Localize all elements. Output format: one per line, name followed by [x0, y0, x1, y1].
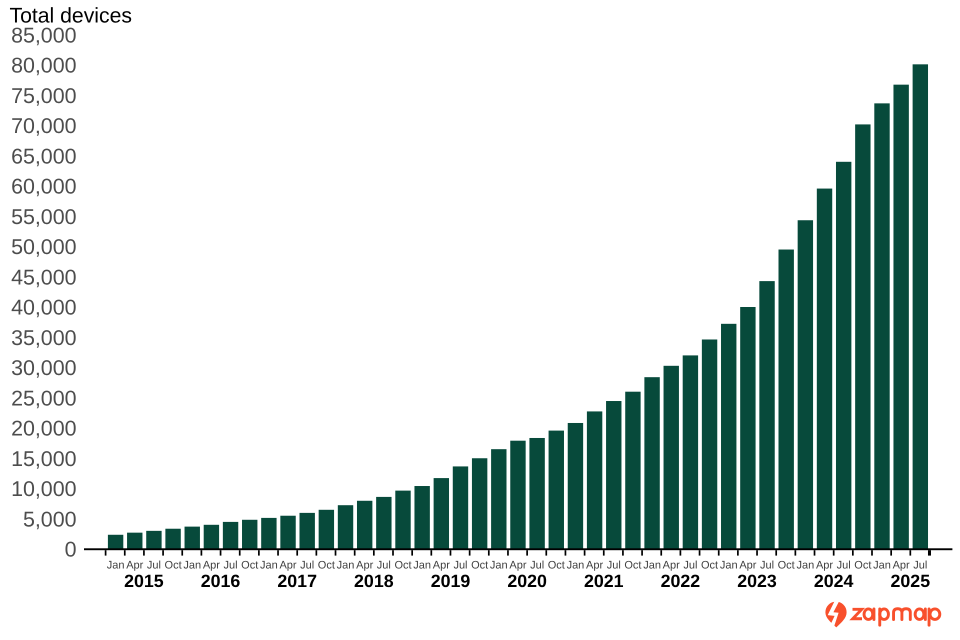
svg-text:Jan: Jan [337, 560, 355, 572]
svg-text:2017: 2017 [277, 571, 317, 591]
svg-text:Apr: Apr [663, 560, 680, 572]
svg-text:Oct: Oct [701, 560, 718, 572]
svg-text:30,000: 30,000 [11, 356, 77, 380]
svg-text:15,000: 15,000 [11, 447, 77, 471]
svg-text:85,000: 85,000 [11, 23, 77, 47]
svg-text:2015: 2015 [124, 571, 164, 591]
svg-text:Jul: Jul [147, 560, 161, 572]
svg-text:Oct: Oct [624, 560, 641, 572]
svg-text:2019: 2019 [431, 571, 471, 591]
svg-text:Oct: Oct [318, 560, 335, 572]
svg-text:Apr: Apr [433, 560, 450, 572]
svg-text:Jan: Jan [567, 560, 585, 572]
svg-text:Apr: Apr [126, 560, 143, 572]
svg-text:50,000: 50,000 [11, 235, 77, 259]
svg-text:Jan: Jan [260, 560, 278, 572]
svg-text:Jan: Jan [107, 560, 125, 572]
svg-text:2022: 2022 [661, 571, 701, 591]
svg-text:10,000: 10,000 [11, 477, 77, 501]
svg-text:Oct: Oct [394, 560, 411, 572]
svg-text:70,000: 70,000 [11, 114, 77, 138]
svg-text:Jul: Jul [453, 560, 467, 572]
svg-text:40,000: 40,000 [11, 296, 77, 320]
svg-text:Jan: Jan [720, 560, 738, 572]
svg-text:Jul: Jul [377, 560, 391, 572]
svg-text:Jul: Jul [837, 560, 851, 572]
svg-text:80,000: 80,000 [11, 54, 77, 78]
svg-text:Jul: Jul [607, 560, 621, 572]
svg-text:Jan: Jan [873, 560, 891, 572]
svg-text:25,000: 25,000 [11, 386, 77, 410]
svg-text:Apr: Apr [279, 560, 296, 572]
svg-text:65,000: 65,000 [11, 144, 77, 168]
svg-text:2020: 2020 [507, 571, 547, 591]
svg-text:2023: 2023 [737, 571, 777, 591]
svg-text:2024: 2024 [814, 571, 854, 591]
svg-text:Jul: Jul [913, 560, 927, 572]
svg-text:2018: 2018 [354, 571, 394, 591]
svg-text:Apr: Apr [816, 560, 833, 572]
svg-text:Jul: Jul [760, 560, 774, 572]
svg-text:5,000: 5,000 [23, 507, 77, 531]
svg-text:Jan: Jan [183, 560, 201, 572]
svg-text:Apr: Apr [203, 560, 220, 572]
svg-text:Apr: Apr [509, 560, 526, 572]
svg-text:75,000: 75,000 [11, 84, 77, 108]
svg-text:60,000: 60,000 [11, 175, 77, 199]
svg-text:Jan: Jan [796, 560, 814, 572]
svg-text:Oct: Oct [471, 560, 488, 572]
svg-text:Jan: Jan [643, 560, 661, 572]
svg-text:Jan: Jan [413, 560, 431, 572]
svg-text:2021: 2021 [584, 571, 624, 591]
svg-text:Oct: Oct [165, 560, 182, 572]
svg-text:Jul: Jul [530, 560, 544, 572]
svg-text:Oct: Oct [854, 560, 871, 572]
svg-text:Oct: Oct [548, 560, 565, 572]
svg-text:Apr: Apr [356, 560, 373, 572]
svg-text:Apr: Apr [893, 560, 910, 572]
svg-text:Jul: Jul [683, 560, 697, 572]
svg-text:Jul: Jul [224, 560, 238, 572]
svg-text:Apr: Apr [739, 560, 756, 572]
svg-text:55,000: 55,000 [11, 205, 77, 229]
svg-text:2016: 2016 [201, 571, 241, 591]
svg-text:20,000: 20,000 [11, 417, 77, 441]
svg-text:Oct: Oct [778, 560, 795, 572]
svg-text:Oct: Oct [241, 560, 258, 572]
svg-text:Jul: Jul [300, 560, 314, 572]
svg-text:Total devices: Total devices [10, 5, 132, 28]
svg-text:Apr: Apr [586, 560, 603, 572]
svg-text:45,000: 45,000 [11, 265, 77, 289]
svg-text:35,000: 35,000 [11, 326, 77, 350]
svg-text:0: 0 [65, 538, 77, 562]
svg-text:2025: 2025 [891, 571, 931, 591]
svg-text:Jan: Jan [490, 560, 508, 572]
